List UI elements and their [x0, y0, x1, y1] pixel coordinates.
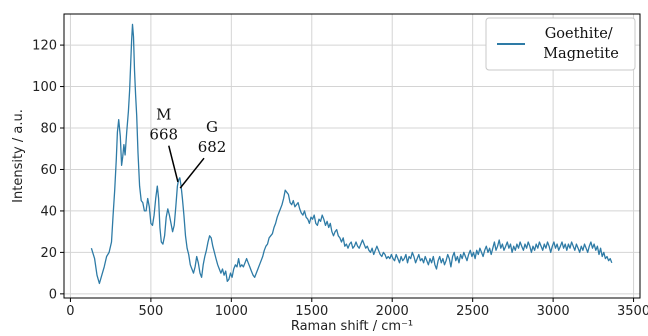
- grid-lines: [64, 14, 640, 298]
- annotation-value: 682: [198, 138, 227, 156]
- x-tick-label: 3000: [537, 304, 570, 319]
- x-tick-label: 2500: [456, 304, 489, 319]
- legend-box: [485, 17, 636, 71]
- annotation-label: G: [206, 118, 218, 136]
- x-tick-label: 1500: [295, 304, 328, 319]
- x-tick-label: 500: [138, 304, 163, 319]
- y-tick-label: 100: [32, 80, 57, 95]
- axis-ticks: 0 500 1000 1500 2000 2500 3000 3500 0 20 40 60 80 100…: [32, 39, 648, 319]
- y-tick-label: 80: [40, 122, 57, 137]
- y-tick-label: 120: [32, 39, 57, 54]
- y-axis-label: Intensity / a.u.: [11, 109, 26, 203]
- y-tick-label: 60: [40, 163, 57, 178]
- x-tick-label: 1000: [215, 304, 248, 319]
- y-tick-label: 40: [40, 204, 57, 219]
- peak-annotations: M 668 G 682: [149, 106, 227, 189]
- plot-frame: [63, 13, 641, 299]
- y-tick-label: 0: [49, 287, 57, 302]
- series-layer: [90, 23, 613, 285]
- legend-line-1: Goethite/: [545, 26, 613, 42]
- x-tick-label: 2000: [376, 304, 409, 319]
- x-tick-label: 3500: [617, 304, 648, 319]
- annotation-value: 668: [149, 126, 178, 144]
- legend-entry: Goethite/ Magnetite: [543, 26, 619, 62]
- y-tick-label: 20: [40, 246, 57, 261]
- series-line: [90, 23, 613, 285]
- x-axis-label: Raman shift / cm⁻¹: [291, 319, 413, 334]
- annotation-label: M: [156, 106, 171, 124]
- x-tick-label: 0: [66, 304, 74, 319]
- legend-line-2: Magnetite: [543, 46, 619, 62]
- annotation-arrow: [168, 145, 179, 183]
- annotation-arrow: [179, 157, 205, 189]
- legend: Goethite/ Magnetite: [485, 17, 636, 71]
